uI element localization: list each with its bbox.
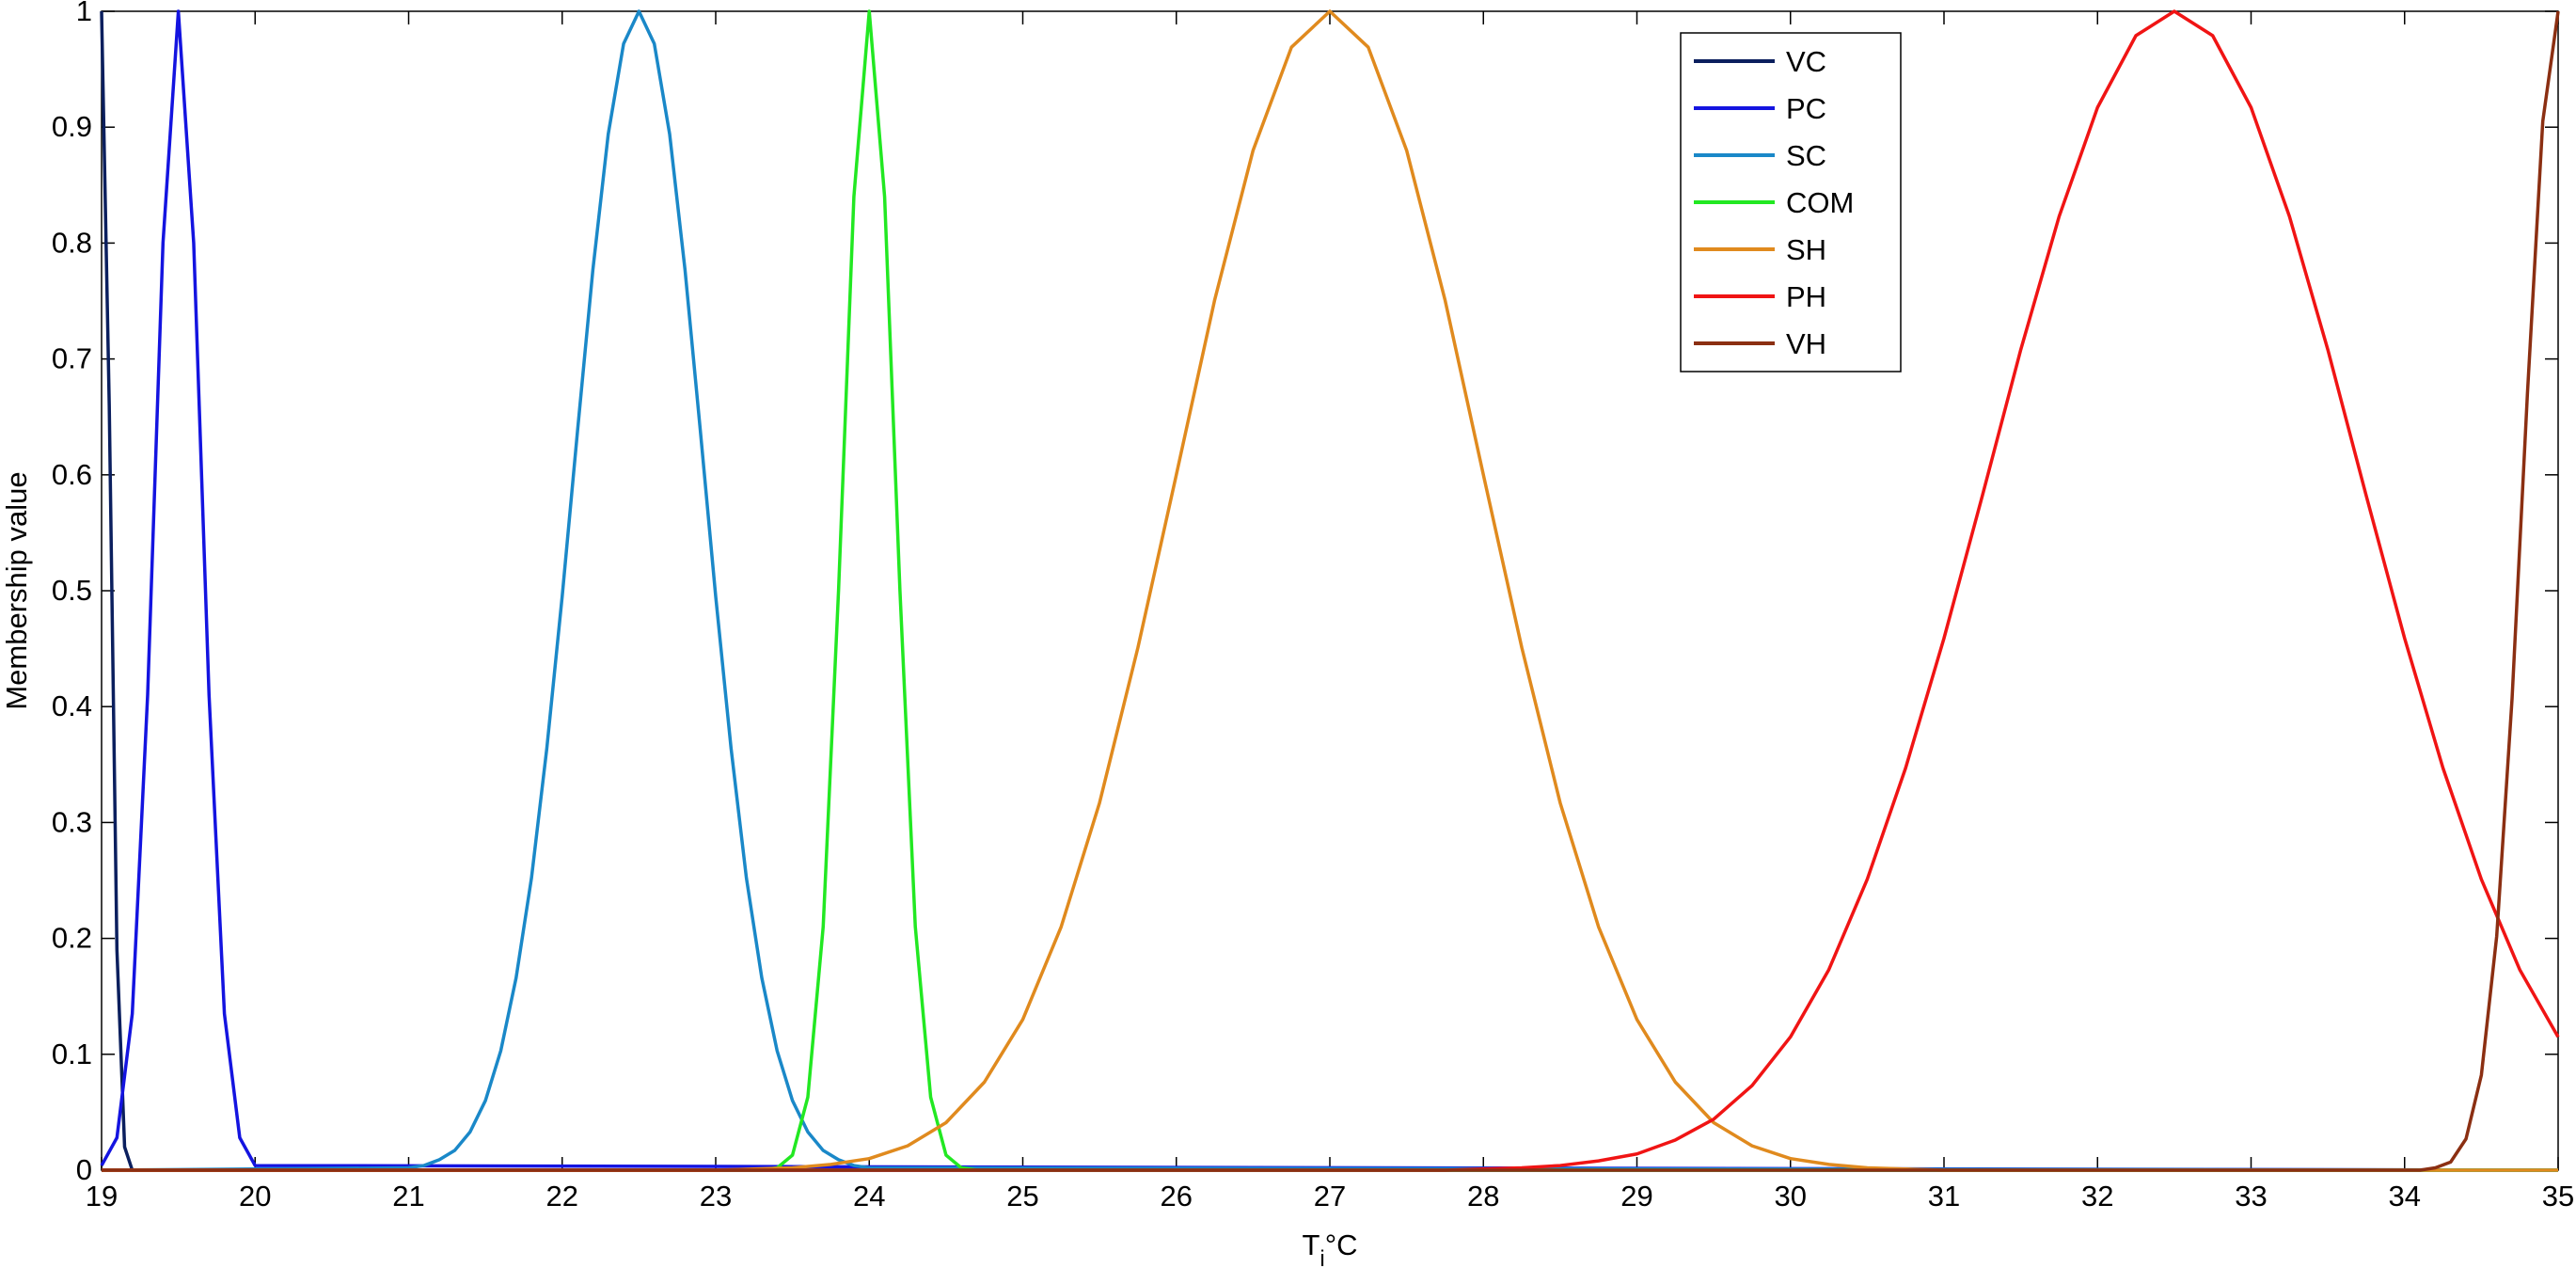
series-line xyxy=(102,9,2560,1172)
series-line xyxy=(100,10,2558,1172)
y-axis-label: Membership value xyxy=(0,471,33,709)
plot-frame xyxy=(101,10,2559,1171)
x-tick-label: 34 xyxy=(2389,1180,2421,1213)
legend-label: PH xyxy=(1786,280,1826,313)
legend-label: SH xyxy=(1786,233,1826,266)
x-tick-label: 23 xyxy=(700,1180,732,1213)
y-tick-label: 0.8 xyxy=(52,226,92,259)
x-tick-label: 31 xyxy=(1928,1180,1960,1213)
x-tick-label: 20 xyxy=(239,1180,271,1213)
series-line xyxy=(102,9,2558,1172)
y-tick-label: 0 xyxy=(76,1153,92,1186)
series-line xyxy=(102,9,2558,1172)
x-tick-label: 26 xyxy=(1161,1180,1193,1213)
series-line xyxy=(101,9,2559,1172)
legend-label: VC xyxy=(1786,45,1826,78)
x-tick-label: 28 xyxy=(1467,1180,1499,1213)
x-tick-label: 32 xyxy=(2081,1180,2113,1213)
x-tick-label: 29 xyxy=(1620,1180,1652,1213)
series-line xyxy=(102,10,2560,1172)
x-label-sub: i xyxy=(1320,1246,1324,1268)
legend-label: COM xyxy=(1786,186,1854,219)
y-tick-label: 0.7 xyxy=(52,342,92,375)
x-tick-label: 19 xyxy=(86,1180,118,1213)
x-tick-label: 22 xyxy=(546,1180,578,1213)
x-tick-label: 30 xyxy=(1775,1180,1807,1213)
x-tick-label: 33 xyxy=(2235,1180,2267,1213)
x-axis-label: Ti°C xyxy=(1302,1228,1357,1268)
x-label-suffix: °C xyxy=(1325,1228,1358,1261)
x-tick-label: 35 xyxy=(2542,1180,2574,1213)
y-tick-label: 0.4 xyxy=(52,689,92,722)
y-tick-label: 0.3 xyxy=(52,805,92,838)
x-tick-label: 21 xyxy=(392,1180,424,1213)
series-line xyxy=(100,9,2559,1172)
x-label-main: T xyxy=(1302,1228,1320,1261)
y-tick-label: 0.5 xyxy=(52,574,92,607)
y-tick-label: 0.1 xyxy=(52,1038,92,1070)
y-tick-label: 0.9 xyxy=(52,110,92,143)
x-tick-label: 25 xyxy=(1006,1180,1038,1213)
x-tick-label: 27 xyxy=(1314,1180,1346,1213)
legend-label: PC xyxy=(1786,92,1826,125)
y-tick-label: 0.2 xyxy=(52,922,92,955)
legend-label: SC xyxy=(1786,139,1826,172)
x-tick-label: 24 xyxy=(853,1180,885,1213)
y-tick-label: 0.6 xyxy=(52,458,92,491)
legend-label: VH xyxy=(1786,327,1826,360)
y-tick-label: 1 xyxy=(76,0,92,27)
